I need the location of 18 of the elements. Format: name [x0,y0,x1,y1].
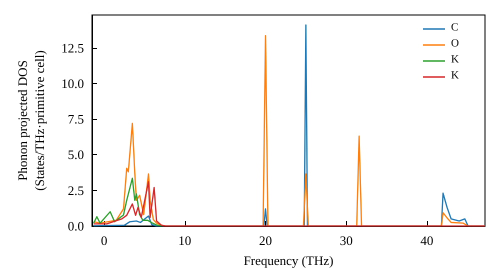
y-tick-label: 12.5 [61,40,84,56]
y-tick-label: 7.5 [68,112,84,127]
x-tick-label: 20 [259,233,272,248]
y-tick-label: 10.0 [61,76,84,91]
x-axis-title: Frequency (THz) [244,252,334,268]
y-axis-title: Phonon projected DOS (States/THz·primitive cell) [15,50,47,191]
x-tick-label: 40 [420,233,434,248]
legend-label: O [451,38,459,50]
y-tick-label: 2.5 [68,182,84,198]
x-tick-label: 10 [178,233,192,248]
line-series [92,178,163,227]
legend-label: K [451,70,459,82]
x-tick-label: 30 [340,233,353,248]
x-tick-label: 0 [100,233,108,248]
y-tick-label: 5.0 [68,147,84,162]
legend-label: C [451,22,458,34]
legend-label: K [451,54,459,66]
y-tick-label: 0.0 [68,218,84,234]
